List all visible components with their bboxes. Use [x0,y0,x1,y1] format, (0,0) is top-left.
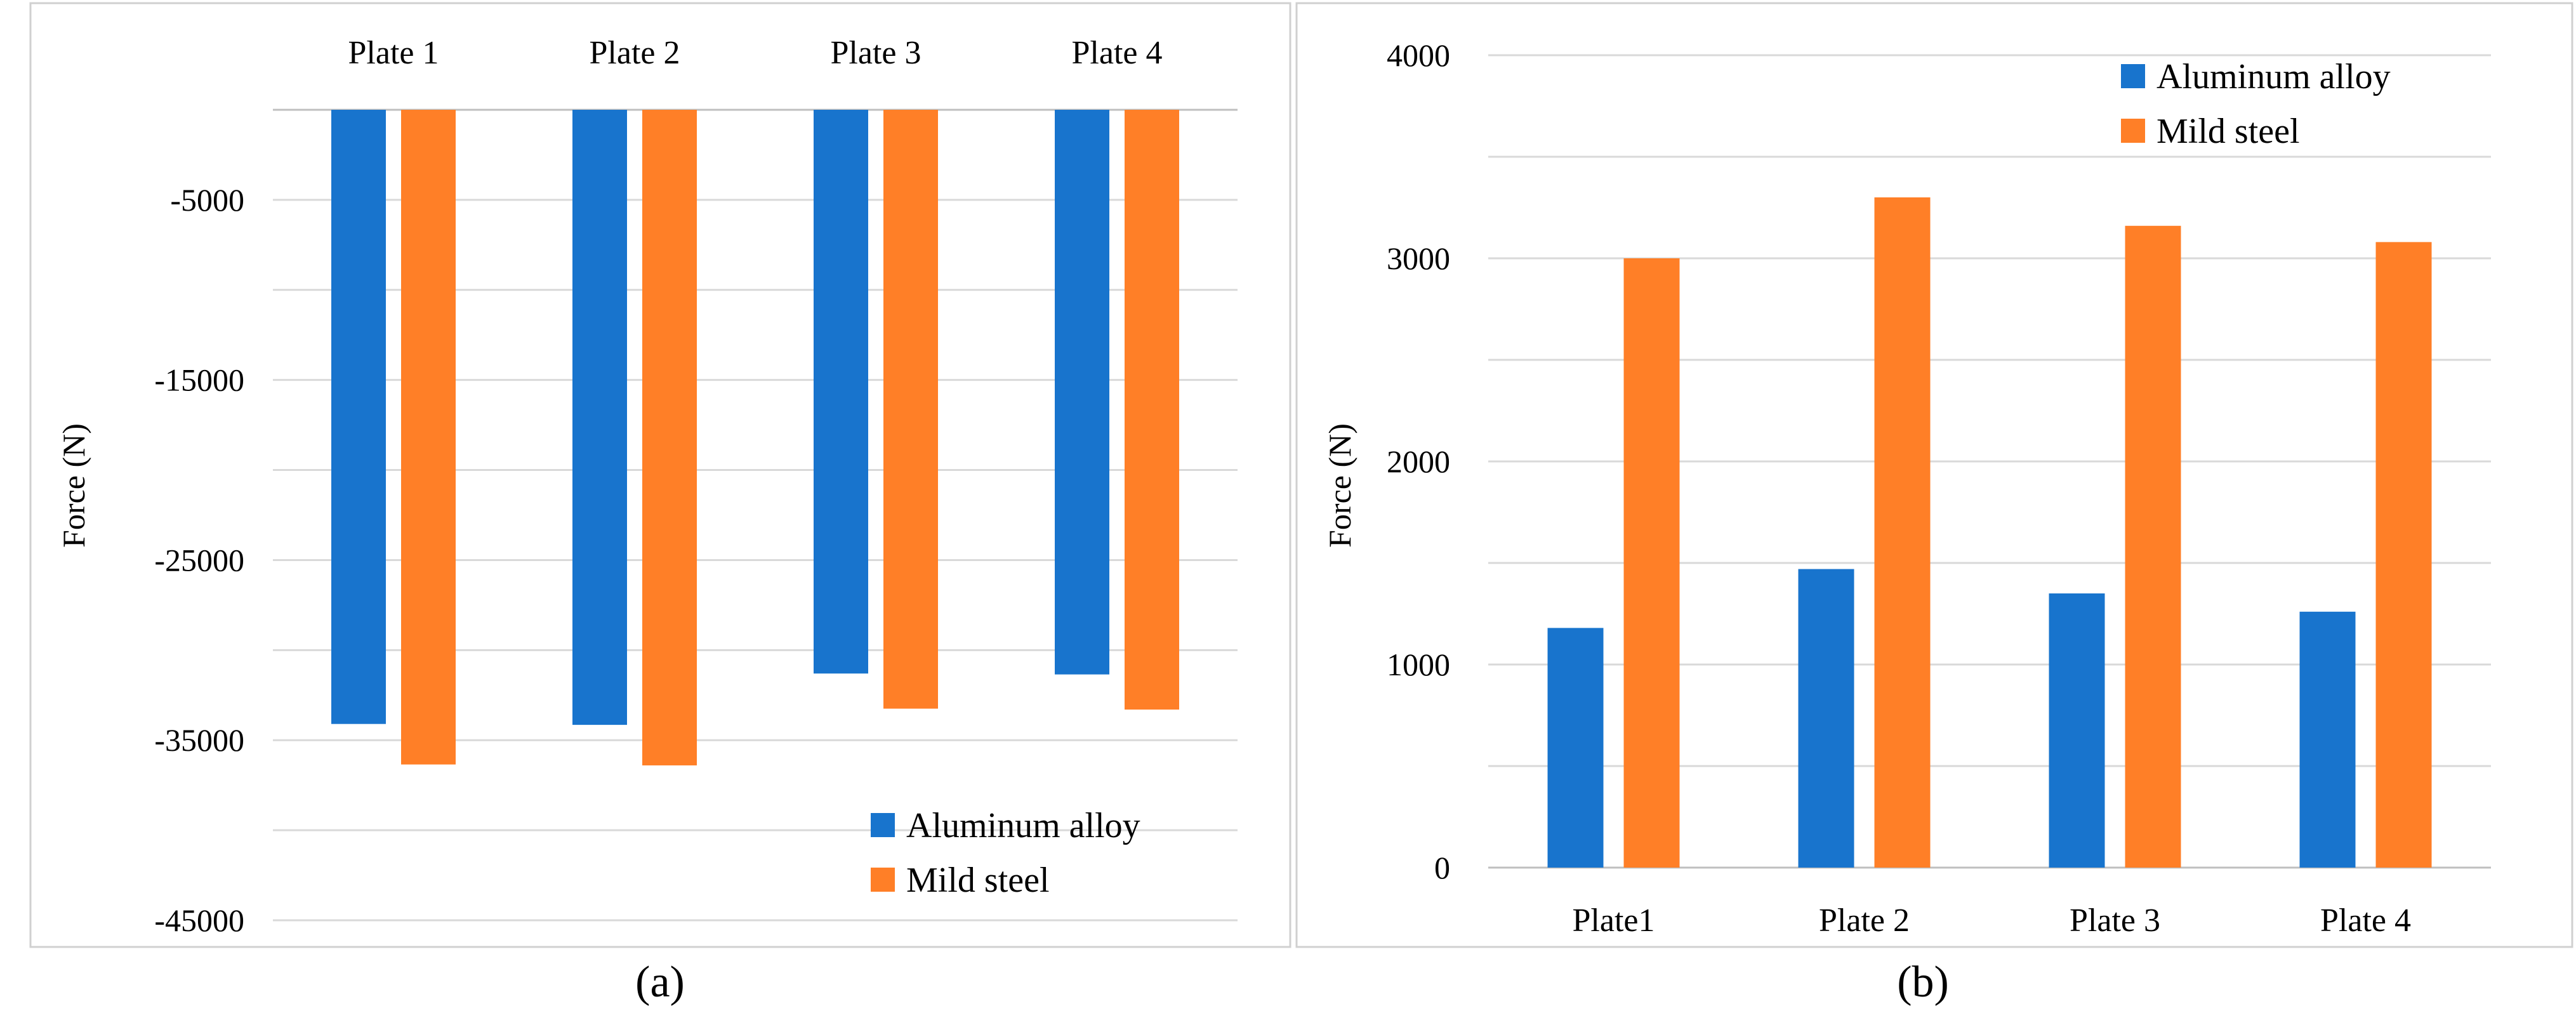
chart-b-frame [1295,2,2573,948]
chart-b-legend-swatch [2121,64,2145,88]
chart-a-bar-steel [642,110,697,765]
chart-b-bar-aluminum [1547,628,1604,868]
chart-panel-a: -5000 -15000 -25000 -35000 -45000 Plate 1 Pla… [29,2,1291,1007]
chart-b-bar-aluminum [2299,611,2356,868]
chart-a-bar-aluminum [1055,110,1109,675]
chart-a-ylabel: Force (N) [56,423,91,548]
chart-a-bar-steel [1125,110,1179,710]
chart-a-ytick-label: -15000 [154,362,244,398]
chart-b-legend: Aluminum alloy Mild steel [2121,57,2391,151]
chart-a-bar-aluminum [814,110,868,674]
chart-a-bar-steel [883,110,938,709]
chart-a-legend-swatch [871,868,895,892]
chart-b-bar-steel [1623,258,1680,868]
chart-a-bar-aluminum [572,110,627,725]
chart-a-legend: Aluminum alloy Mild steel [871,806,1140,900]
chart-b-legend-label: Mild steel [2157,112,2300,151]
chart-b-bar-aluminum [2049,593,2105,868]
chart-b-ylabel: Force (N) [1322,423,1357,548]
chart-a-category-label: Plate 3 [831,35,921,71]
chart-b-legend-label: Aluminum alloy [2157,57,2391,96]
chart-a-category-label: Plate 1 [348,35,439,71]
chart-b-ytick-label: 4000 [1387,37,1450,73]
chart-b-bar-steel [2375,242,2432,868]
chart-b-ytick-label: 2000 [1387,444,1450,479]
chart-a-bar-steel [401,110,456,765]
chart-a-ytick-label: -5000 [170,182,244,218]
chart-b-legend-swatch [2121,119,2145,143]
chart-b-ytick-label: 0 [1434,850,1450,885]
chart-b-category-label: Plate 4 [2320,903,2411,939]
chart-b-bar-steel [1874,197,1931,868]
chart-a-legend-swatch [871,813,895,837]
chart-b-ytick-label: 1000 [1387,647,1450,682]
chart-b-bar-steel [2125,225,2181,868]
chart-panel-b: 0 1000 2000 3000 4000 Plate1 Plate 2 Plate 3 Pl… [1295,2,2573,1007]
chart-a-category-label: Plate 2 [590,35,680,71]
chart-a-ytick-label: -45000 [154,903,244,938]
chart-a-ytick-label: -25000 [154,542,244,578]
chart-b-category-label: Plate1 [1573,903,1655,939]
chart-a-legend-label: Mild steel [906,861,1050,900]
chart-b-category-label: Plate 3 [2070,903,2160,939]
chart-a-ytick-label: -35000 [154,722,244,758]
chart-b-category-label: Plate 2 [1819,903,1910,939]
chart-a-caption: (a) [635,958,685,1007]
chart-b-bar-aluminum [1798,569,1854,868]
chart-a-category-label: Plate 4 [1072,35,1163,71]
chart-a-bar-aluminum [331,110,386,724]
chart-b-caption: (b) [1897,958,1949,1007]
chart-b-ytick-label: 3000 [1387,241,1450,276]
chart-a-legend-label: Aluminum alloy [906,806,1140,845]
